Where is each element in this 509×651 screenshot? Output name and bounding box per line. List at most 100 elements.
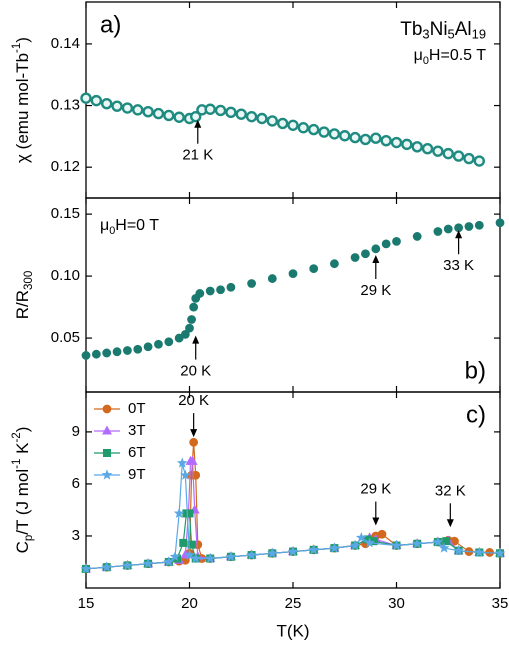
marker [361,249,370,259]
marker [112,347,122,357]
marker [173,111,185,123]
marker [121,102,134,114]
marker [309,264,319,274]
marker [163,109,175,122]
y-tick-label: 0.12 [51,158,80,175]
label-part: R/R [13,290,32,319]
marker [411,538,423,549]
marker [432,536,444,547]
marker [102,404,112,414]
x-axis-label: T(K) [276,621,309,640]
marker [452,150,465,162]
marker [411,141,423,153]
marker [185,509,194,518]
marker [245,110,258,123]
legend-label: 6T [128,444,146,461]
marker [401,138,413,151]
marker [81,351,91,360]
marker [226,282,236,292]
annotation-label: 29 K [360,481,391,498]
label-part: Al [455,19,472,40]
marker [297,122,310,134]
marker [371,244,381,254]
marker [204,103,216,115]
rich-label: Tb3Ni5Al19 [400,19,486,42]
annotation-label: 21 K [182,147,213,164]
marker [288,269,298,279]
marker [266,115,278,127]
marker [133,344,143,354]
marker [442,147,454,160]
marker [184,549,195,560]
label-part: Ni [430,19,448,40]
arrow-head [372,517,380,526]
marker [143,342,153,352]
label-part: ) [13,37,32,43]
marker [214,104,227,117]
marker [164,337,174,347]
annotation-label: 20 K [178,392,209,409]
label-part: /T (J mol [13,469,32,535]
marker [377,529,387,539]
marker [421,142,434,155]
marker [495,218,505,228]
annotation-label: 29 K [360,282,391,299]
marker [433,227,443,236]
legend-label: 3T [128,422,146,439]
label-part: 300 [23,271,35,290]
marker [163,556,175,567]
rich-label: χ (emu mol-Tb-1) [11,37,32,163]
marker [463,152,475,165]
marker [339,130,351,142]
marker [359,133,372,146]
marker [308,544,320,555]
label-part: H=0.5 T [429,47,486,64]
label-part: ) [13,427,32,433]
marker [132,104,144,116]
label-part: K [13,442,32,459]
y-tick-label: 0.15 [51,205,80,222]
marker [246,549,257,560]
rich-label: μ0H=0 T [100,217,159,236]
marker [380,134,392,147]
marker [179,538,188,547]
marker [349,539,361,551]
rich-label: R/R300 [13,271,35,320]
y-tick-label: 0.05 [51,329,80,346]
arrow-head [372,255,380,264]
x-tick-label: 30 [388,595,405,612]
marker [308,123,320,136]
marker [189,302,199,312]
marker [154,339,163,349]
label-part: χ (emu mol-Tb [13,53,32,163]
marker [350,253,360,262]
marker [276,117,289,130]
annotation-label: 32 K [435,482,466,499]
annotation-label: 33 K [443,257,474,274]
marker [328,128,341,140]
marker [355,532,367,543]
arrow-head [446,519,454,528]
label-part: p [23,535,35,541]
marker [103,449,111,457]
marker [392,236,401,246]
marker [142,558,154,569]
marker [90,94,103,107]
label-part: 3 [422,27,429,42]
annotation-label: 20 K [180,363,211,380]
label-part: Tb [400,19,422,40]
marker [180,329,190,339]
marker [318,126,330,138]
marker [442,537,451,546]
marker [190,552,202,564]
marker [204,552,216,564]
marker [267,274,277,283]
rich-label: Cp/T (J mol-1 K-2) [11,427,35,554]
arrow-head [194,119,202,128]
marker [80,92,92,104]
label-part: 5 [448,27,455,42]
panel-label: c) [466,401,486,428]
marker [195,289,205,298]
panel-label: a) [100,11,121,38]
